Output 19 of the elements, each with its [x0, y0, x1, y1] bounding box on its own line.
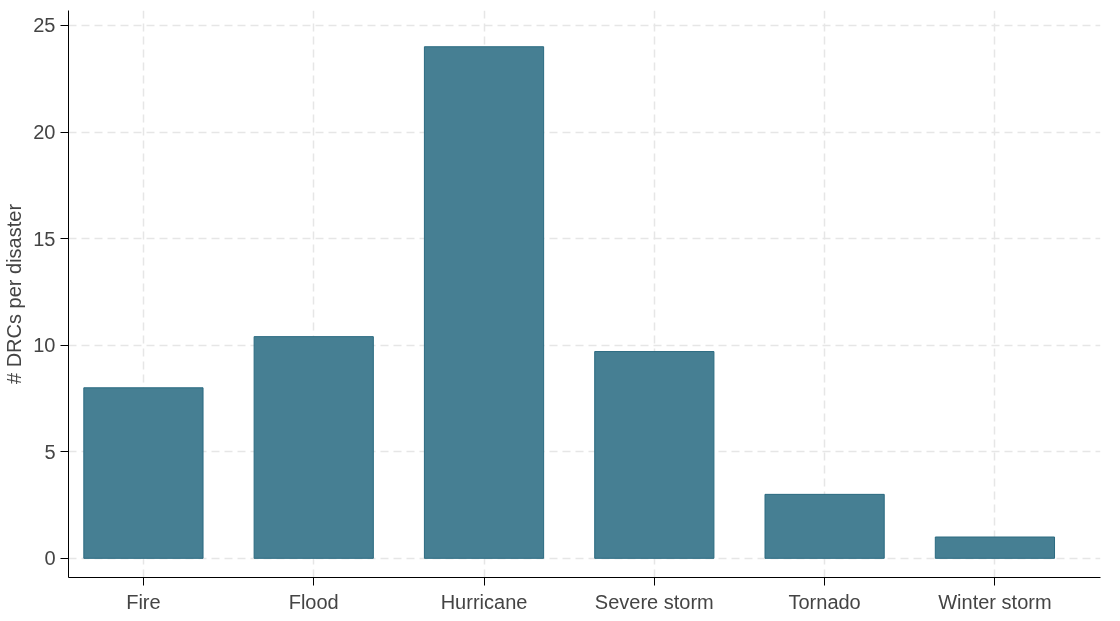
x-tick-label: Winter storm — [938, 590, 1052, 613]
y-tick-label: 5 — [44, 440, 56, 463]
x-tick-label: Fire — [126, 590, 161, 613]
bar — [83, 387, 204, 559]
x-tick-label: Severe storm — [594, 590, 714, 613]
bar — [423, 46, 545, 559]
x-tick-label: Hurricane — [440, 590, 528, 613]
bar — [594, 351, 715, 559]
y-tick-label: 15 — [33, 227, 56, 250]
bar — [764, 493, 885, 559]
x-tick-label: Flood — [288, 590, 339, 613]
bar — [253, 336, 374, 559]
y-axis-title: # DRCs per disaster — [3, 203, 26, 385]
bar — [934, 536, 1056, 559]
x-tick-label: Tornado — [788, 590, 861, 613]
y-tick-label: 0 — [44, 547, 56, 570]
y-tick-label: 25 — [33, 14, 56, 37]
y-tick-label: 10 — [33, 334, 56, 357]
y-tick-label: 20 — [33, 121, 56, 143]
